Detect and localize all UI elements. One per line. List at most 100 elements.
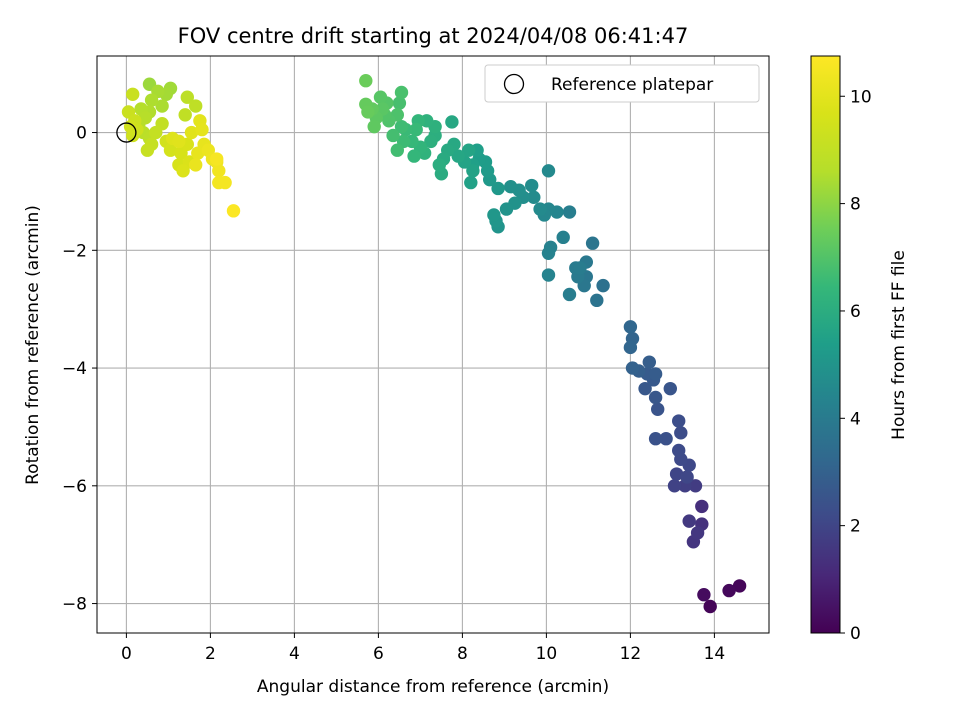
data-point	[487, 208, 501, 222]
data-point	[462, 143, 476, 157]
colorbar: 0 2 4 6 8 10 Hours from first FF file	[810, 55, 909, 644]
data-point	[669, 467, 684, 481]
data-point	[623, 340, 638, 355]
data-point	[638, 381, 652, 396]
data-point	[210, 152, 224, 166]
colorbar-tick-label: 10	[850, 87, 872, 107]
data-point	[499, 202, 514, 216]
data-point	[390, 143, 404, 157]
data-point	[195, 122, 209, 137]
data-point	[590, 293, 604, 308]
data-point	[172, 134, 186, 149]
data-point	[445, 115, 459, 129]
chart-title: FOV centre drift starting at 2024/04/08 …	[178, 24, 689, 48]
data-point	[394, 119, 409, 134]
data-point	[585, 236, 600, 250]
data-point	[424, 134, 438, 149]
data-point	[180, 90, 194, 104]
data-point	[189, 99, 203, 113]
data-point	[212, 164, 226, 178]
y-tick-label: −8	[62, 595, 87, 615]
y-tick-label: −2	[62, 241, 87, 261]
y-axis-ticks: −8 −6 −4 −2 0	[62, 124, 97, 615]
y-axis-label: Rotation from reference (arcmin)	[23, 205, 43, 485]
data-point	[562, 205, 577, 219]
data-point	[667, 479, 682, 493]
x-axis-ticks: 0 2 4 6 8 10 12 14	[121, 633, 725, 664]
data-point	[178, 108, 192, 122]
colorbar-ticks: 0 2 4 6 8 10	[840, 87, 872, 644]
data-point	[722, 583, 736, 598]
colorbar-tick-label: 0	[850, 624, 861, 644]
colorbar-gradient	[810, 55, 841, 634]
reference-platepar-marker	[116, 122, 137, 143]
x-tick-label: 4	[289, 644, 300, 664]
data-point	[176, 164, 190, 178]
data-point	[155, 99, 169, 113]
data-point	[573, 261, 587, 275]
x-tick-label: 12	[620, 644, 642, 664]
data-point	[541, 164, 556, 178]
data-point	[697, 588, 711, 602]
data-point	[659, 432, 673, 446]
data-point	[163, 143, 178, 157]
data-point	[226, 204, 241, 218]
reference-marker-layer	[116, 122, 137, 143]
data-point	[695, 499, 709, 514]
y-tick-label: −6	[62, 477, 87, 497]
data-point	[682, 514, 696, 528]
data-point	[556, 230, 570, 245]
data-point	[464, 175, 478, 190]
legend-reference-marker-icon	[503, 73, 525, 95]
data-point	[648, 390, 663, 405]
colorbar-tick-label: 2	[850, 517, 861, 537]
data-point	[126, 87, 140, 101]
data-point	[674, 426, 688, 440]
data-point	[359, 74, 373, 88]
data-point	[527, 190, 541, 205]
data-point	[623, 320, 638, 334]
data-point	[189, 158, 203, 172]
legend-box	[484, 64, 760, 103]
data-point	[562, 287, 577, 302]
data-point	[688, 479, 703, 493]
data-point	[625, 361, 640, 375]
data-point	[451, 149, 465, 163]
x-axis-label: Angular distance from reference (arcmin)	[257, 677, 609, 697]
data-point	[680, 470, 694, 484]
x-tick-label: 14	[704, 644, 726, 664]
data-point	[373, 90, 388, 104]
data-points	[121, 74, 747, 614]
data-point	[367, 119, 381, 134]
data-point	[361, 105, 375, 119]
x-tick-label: 2	[205, 644, 216, 664]
data-point	[672, 414, 686, 428]
data-point	[663, 381, 677, 396]
data-point	[690, 526, 705, 540]
data-point	[596, 278, 610, 293]
data-point	[491, 181, 505, 196]
colorbar-tick-label: 6	[850, 302, 861, 322]
data-point	[140, 143, 155, 157]
data-point	[144, 93, 159, 107]
legend-entry-reference-platepar: Reference platepar	[551, 75, 713, 95]
data-point	[394, 85, 409, 100]
data-point	[541, 268, 556, 282]
data-point	[541, 246, 556, 260]
data-point	[533, 202, 547, 216]
data-point	[392, 96, 407, 110]
data-point	[191, 146, 205, 160]
data-point	[218, 175, 232, 190]
data-point	[525, 178, 539, 193]
colorbar-label: Hours from first FF file	[889, 250, 909, 440]
data-point	[466, 164, 480, 178]
colorbar-tick-label: 8	[850, 195, 861, 215]
data-point	[407, 149, 421, 163]
y-tick-label: −4	[62, 359, 87, 379]
data-point	[672, 443, 686, 458]
x-tick-label: 10	[536, 644, 558, 664]
x-tick-label: 0	[121, 644, 132, 664]
x-tick-label: 6	[373, 644, 384, 664]
legend: Reference platepar	[484, 64, 760, 103]
